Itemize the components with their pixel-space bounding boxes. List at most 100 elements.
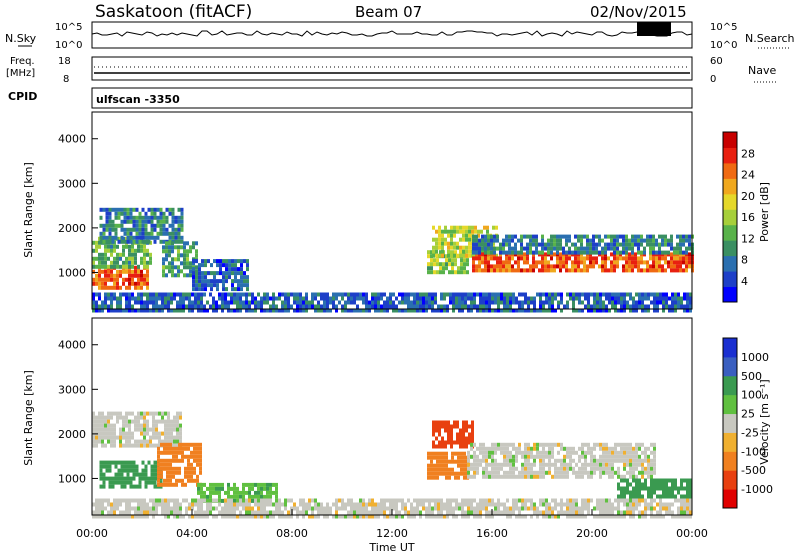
power-cell xyxy=(583,268,586,273)
velocity-cell xyxy=(353,514,356,519)
velocity-cell xyxy=(122,514,125,519)
velocity-cell xyxy=(527,442,530,447)
velocity-cell xyxy=(143,415,146,420)
velocity-cell xyxy=(152,431,155,436)
velocity-cell xyxy=(392,502,395,507)
velocity-cell xyxy=(122,423,125,428)
velocity-cell xyxy=(438,420,441,425)
velocity-cell xyxy=(467,506,470,511)
velocity-cell xyxy=(160,450,163,455)
power-cell xyxy=(383,292,386,297)
power-cell xyxy=(472,256,475,261)
nave-label: Nave xyxy=(748,64,776,77)
velocity-cell xyxy=(290,514,293,519)
velocity-cell xyxy=(164,498,167,503)
power-cell xyxy=(111,223,115,228)
power-cell xyxy=(688,260,691,265)
velocity-cell xyxy=(509,510,512,515)
velocity-cell xyxy=(166,446,169,451)
power-cell xyxy=(485,304,488,309)
velocity-cell xyxy=(620,486,623,491)
power-cell xyxy=(586,256,589,261)
power-cell xyxy=(122,269,125,274)
velocity-cell xyxy=(551,514,554,519)
power-cell xyxy=(595,260,598,265)
power-cell xyxy=(111,207,115,212)
power-cell xyxy=(107,308,110,313)
velocity-cell xyxy=(242,502,245,507)
power-cell xyxy=(655,238,658,243)
power-cell xyxy=(239,296,242,301)
velocity-cell xyxy=(221,482,224,487)
velocity-cell xyxy=(230,510,233,515)
power-cell xyxy=(578,292,581,297)
power-cell xyxy=(544,242,547,247)
velocity-cell xyxy=(447,424,450,429)
power-cell xyxy=(571,264,574,269)
power-cell xyxy=(231,259,234,264)
velocity-cell xyxy=(129,484,133,489)
power-cell xyxy=(266,296,269,301)
velocity-cell xyxy=(611,474,614,479)
power-cell xyxy=(317,304,320,309)
velocity-cell xyxy=(584,442,587,447)
velocity-cell xyxy=(123,464,127,469)
velocity-cell xyxy=(175,458,178,463)
power-cell xyxy=(102,235,106,240)
colorbar-swatch xyxy=(723,178,737,195)
power-cell xyxy=(246,263,249,268)
velocity-cell xyxy=(302,510,305,515)
power-cell xyxy=(601,268,604,273)
velocity-cell xyxy=(461,510,464,515)
power-cell xyxy=(198,263,201,268)
power-cell xyxy=(284,308,287,313)
power-cell xyxy=(634,260,637,265)
station-title: Saskatoon (fitACF) xyxy=(95,2,252,22)
power-cell xyxy=(443,304,446,309)
power-cell xyxy=(637,234,640,239)
power-cell xyxy=(137,296,140,301)
velocity-cell xyxy=(150,464,154,469)
velocity-cell xyxy=(278,502,281,507)
velocity-cell xyxy=(476,454,479,459)
velocity-cell xyxy=(338,498,341,503)
power-cell xyxy=(674,300,677,305)
velocity-cell xyxy=(536,474,539,479)
power-cell xyxy=(677,300,680,305)
velocity-cell xyxy=(110,443,113,448)
velocity-cell xyxy=(98,427,101,432)
velocity-cell xyxy=(611,466,614,471)
power-cell xyxy=(491,296,494,301)
power-cell xyxy=(559,252,562,257)
power-cell xyxy=(132,235,136,240)
power-cell xyxy=(128,304,131,309)
velocity-cell xyxy=(463,471,466,476)
velocity-cell xyxy=(467,474,470,479)
velocity-cell xyxy=(329,506,332,511)
velocity-cell xyxy=(164,510,167,515)
velocity-cell xyxy=(164,435,167,440)
power-cell xyxy=(392,300,395,305)
velocity-cell xyxy=(101,431,104,436)
velocity-cell xyxy=(551,462,554,467)
power-cell xyxy=(465,249,468,254)
power-cell xyxy=(461,292,464,297)
velocity-cell xyxy=(356,502,359,507)
power-cell xyxy=(530,308,533,313)
velocity-cell xyxy=(575,462,578,467)
power-cell xyxy=(487,264,490,269)
velocity-cell xyxy=(488,462,491,467)
velocity-cell xyxy=(536,454,539,459)
velocity-cell xyxy=(170,419,173,424)
power-cell xyxy=(119,292,122,297)
power-cell xyxy=(435,249,438,254)
velocity-cell xyxy=(650,506,653,511)
power-cell xyxy=(123,211,127,216)
noise-sky-series xyxy=(91,30,693,37)
velocity-cell xyxy=(590,474,593,479)
velocity-cell xyxy=(101,510,104,515)
velocity-cell xyxy=(641,450,644,455)
velocity-cell xyxy=(169,458,172,463)
velocity-cell xyxy=(476,458,479,463)
velocity-cell xyxy=(542,514,545,519)
